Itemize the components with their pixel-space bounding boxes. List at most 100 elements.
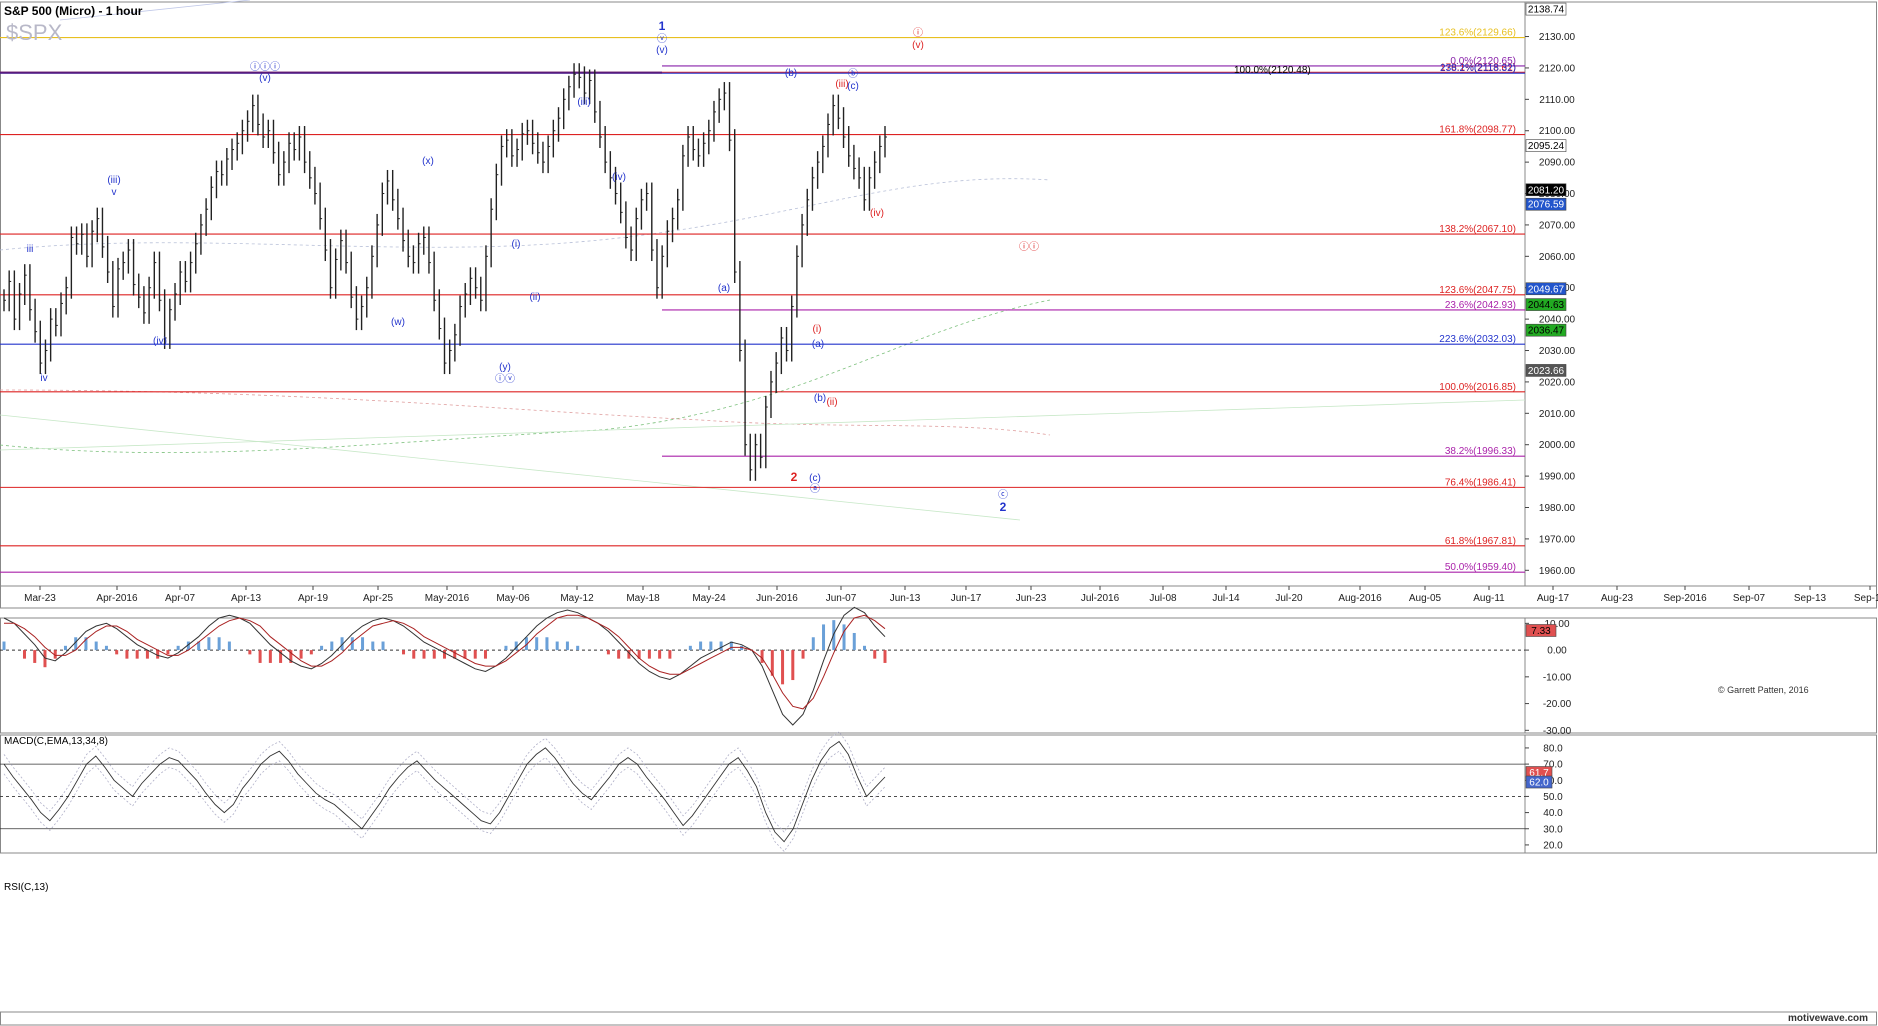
macd-last-value-tag (1525, 624, 1557, 637)
macd-y-tick-label: -30.00 (1543, 726, 1572, 737)
wave-label: (c) (809, 473, 821, 484)
macd-histogram-bar (514, 641, 518, 651)
date-tick-label: Sep-07 (1733, 593, 1766, 604)
wave-label: ⓥ (657, 33, 667, 45)
wave-label: (y) (499, 362, 511, 373)
wave-label: (ii) (826, 397, 837, 408)
macd-histogram-bar (84, 637, 88, 651)
price-tag-label: 2095.24 (1528, 141, 1565, 152)
price-y-tick-label: 2120.00 (1539, 63, 1576, 74)
wave-label: (c) (847, 81, 859, 92)
macd-histogram-bar (53, 650, 57, 659)
macd-histogram-bar (74, 637, 78, 651)
macd-histogram-bar (463, 650, 467, 659)
rsi-band-lower (3, 750, 886, 853)
wave-label: (iv) (153, 336, 167, 347)
price-tag (1525, 323, 1567, 337)
macd-histogram-bar (453, 650, 457, 659)
macd-histogram-bar (545, 637, 549, 651)
macd-histogram-bar (227, 641, 231, 651)
wave-label: ⓐ (810, 483, 820, 495)
macd-y-ticks: 10.00 0.00 -10.00 -20.00 -30.00 (1525, 619, 1572, 737)
date-tick-label: Jul-14 (1212, 593, 1240, 604)
date-tick-label: Sep-2016 (1663, 593, 1707, 604)
price-y-ticks: 1960.00 1970.00 1980.00 1990.00 2000.00 2010.… (1525, 2, 1576, 577)
fib-line-label: 123.6%(2047.75) (1439, 285, 1516, 296)
fib-line-label: 238.2%(2118.32) (1440, 63, 1516, 74)
date-tick-label: Aug-23 (1601, 593, 1634, 604)
symbol-watermark: $SPX (6, 20, 63, 45)
price-frame (0, 1, 1877, 587)
wave-label: ⓘⓥ (495, 373, 515, 385)
date-axis-band (0, 585, 1877, 609)
wave-label: (iv) (612, 172, 626, 183)
wave-label: iii (27, 244, 34, 255)
fib-line-label: 50.0%(1959.40) (1445, 562, 1516, 573)
fib-line-label: 38.2%(1996.33) (1445, 446, 1516, 457)
price-y-tick-label: 2030.00 (1539, 346, 1576, 357)
macd-histogram-bar (483, 650, 487, 659)
macd-histogram-bar (43, 650, 47, 668)
macd-signal-line (4, 614, 886, 710)
macd-histogram-bar (248, 650, 252, 655)
macd-histogram-bar (22, 650, 26, 659)
wave-label: v (112, 187, 117, 198)
macd-histogram-bar (279, 650, 283, 663)
date-tick-label: Apr-2016 (96, 593, 138, 604)
wave-label: (w) (391, 317, 405, 328)
date-tick-label: Jun-23 (1016, 593, 1047, 604)
macd-histogram-bar (627, 650, 631, 659)
macd-histogram-bar (842, 624, 846, 651)
moving-average-slow (0, 389, 1051, 436)
rsi-y-tick-label: 50.0 (1543, 792, 1563, 803)
wave-label: iv (40, 373, 47, 384)
rsi-line (3, 740, 886, 843)
rsi-y-tick-label: 30.0 (1543, 824, 1563, 835)
date-tick-label: May-24 (692, 593, 726, 604)
rsi-y-tick-label: 20.0 (1543, 840, 1563, 851)
price-y-tick-label: 2130.00 (1539, 32, 1576, 43)
date-tick-label: Aug-05 (1409, 593, 1442, 604)
date-tick-label: Aug-11 (1473, 593, 1505, 604)
price-tag-label: 2036.47 (1528, 326, 1565, 337)
date-tick-label: Aug-17 (1537, 593, 1570, 604)
macd-histogram-bar (289, 650, 293, 663)
macd-line (3, 606, 886, 726)
trendline-green-lower (0, 414, 1021, 521)
wave-label: ⓘ (913, 27, 923, 39)
price-y-tick-label: 1990.00 (1539, 472, 1576, 483)
wave-label: (iv) (870, 208, 884, 219)
macd-histogram-bar (33, 650, 37, 663)
wave-label: (v) (912, 40, 924, 51)
price-y-tick-label: 2060.00 (1539, 252, 1576, 263)
macd-histogram-bar (207, 637, 211, 651)
macd-histogram-bar (719, 641, 723, 651)
fib-line-label: 61.8%(1967.81) (1445, 536, 1516, 547)
date-tick-label: Jul-20 (1275, 593, 1303, 604)
wave-label: (i) (813, 324, 822, 335)
date-tick-label: Jul-2016 (1081, 593, 1120, 604)
macd-histogram-bar (156, 650, 160, 659)
wave-label: (a) (812, 339, 824, 350)
date-tick-label: Mar-23 (24, 593, 56, 604)
wave-label: (x) (422, 156, 434, 167)
macd-y-tick-label: 0.00 (1547, 646, 1567, 657)
price-y-tick-label: 1960.00 (1539, 566, 1576, 577)
price-tag-label: 2076.59 (1528, 200, 1565, 211)
trendline-blue (59, 0, 251, 21)
macd-histogram-bar (822, 624, 826, 651)
fib-line-label: 176.1%(2118.61) (1440, 62, 1516, 73)
macd-histogram-bar (197, 641, 201, 651)
macd-histogram-bar (709, 641, 713, 651)
macd-histogram-bar (166, 650, 170, 655)
macd-histogram-bar (658, 650, 662, 659)
macd-histogram-bar (217, 637, 221, 651)
macd-y-tick-label: 10.00 (1544, 619, 1569, 630)
price-tag-label: 2081.20 (1528, 185, 1565, 196)
top-annotation: 100.0%(2120.48) (1234, 65, 1311, 76)
date-tick-label: Jun-13 (890, 593, 921, 604)
price-tag-label: 2138.74 (1528, 5, 1565, 16)
fib-line-label: 100.0%(2016.85) (1439, 382, 1516, 393)
copyright: © Garrett Patten, 2016 (1718, 685, 1809, 695)
